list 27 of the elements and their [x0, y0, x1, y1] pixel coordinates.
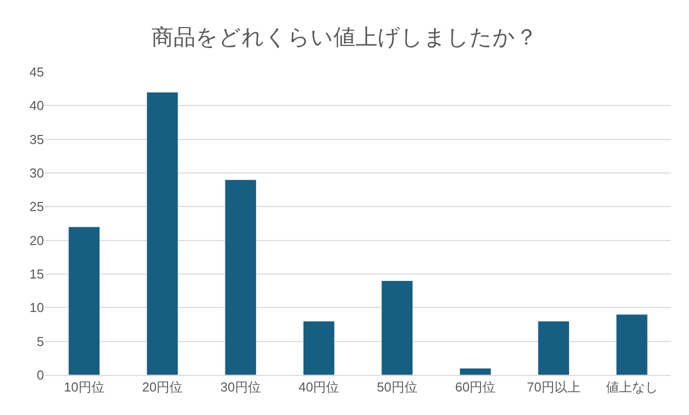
bar [616, 314, 648, 375]
x-tick-label: 値上なし [606, 380, 658, 395]
bar [146, 92, 178, 375]
y-tick-label: 30 [30, 166, 44, 181]
bar [459, 368, 492, 375]
x-tick-label: 50円位 [376, 380, 418, 395]
bar [302, 320, 335, 375]
y-tick-label: 0 [36, 368, 44, 383]
y-tick-label: 25 [30, 199, 44, 214]
y-tick-label: 20 [30, 232, 44, 248]
x-tick-label: 70円以上 [526, 380, 580, 395]
x-tick-label: 40円位 [298, 380, 340, 395]
chart-title: 商品をどれくらい値上げしましたか？ [152, 24, 538, 50]
x-tick-label: 10円位 [64, 380, 104, 395]
bar [538, 320, 570, 375]
y-tick-label: 45 [30, 64, 44, 80]
bar [224, 179, 257, 375]
y-tick-label: 40 [30, 98, 44, 114]
x-tick-label: 60円位 [455, 380, 496, 395]
y-tick-label: 10 [30, 300, 44, 316]
y-tick-label: 5 [36, 334, 44, 349]
x-tick-label: 20円位 [142, 380, 183, 395]
y-tick-label: 35 [30, 132, 44, 147]
bar [68, 226, 100, 375]
y-tick-label: 15 [30, 266, 44, 282]
x-tick-label: 30円位 [220, 380, 261, 395]
bar [381, 280, 414, 375]
